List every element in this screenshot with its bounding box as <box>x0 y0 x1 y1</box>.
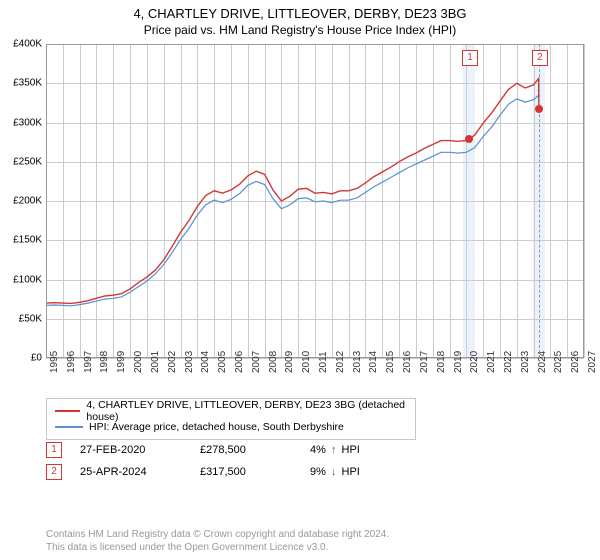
event-pct-value: 9% <box>310 466 326 478</box>
chart-x-tick-label: 2003 <box>184 351 195 373</box>
event-pct-value: 4% <box>310 444 326 456</box>
chart-x-tick-label: 2001 <box>150 351 161 373</box>
chart-x-tick-label: 2019 <box>453 351 464 373</box>
chart-y-tick-label: £100K <box>2 274 42 285</box>
chart-x-tick-label: 2006 <box>234 351 245 373</box>
chart-x-tick-label: 2022 <box>503 351 514 373</box>
chart-sale-point <box>465 135 473 143</box>
event-pct: 4% ↑ HPI <box>310 444 370 456</box>
chart-x-tick-label: 2009 <box>284 351 295 373</box>
chart-x-tick-label: 2008 <box>268 351 279 373</box>
event-price: £278,500 <box>200 444 310 456</box>
up-arrow-icon: ↑ <box>329 444 339 456</box>
chart-y-tick-label: £150K <box>2 235 42 246</box>
event-date: 25-APR-2024 <box>80 466 200 478</box>
event-date: 27-FEB-2020 <box>80 444 200 456</box>
chart-y-tick-label: £400K <box>2 39 42 50</box>
chart-x-tick-label: 2013 <box>352 351 363 373</box>
chart-sale-point <box>535 105 543 113</box>
chart-y-tick-label: £250K <box>2 156 42 167</box>
legend-label: HPI: Average price, detached house, Sout… <box>89 421 344 433</box>
chart-x-gridline <box>584 44 585 358</box>
chart-legend: 4, CHARTLEY DRIVE, LITTLEOVER, DERBY, DE… <box>46 398 416 440</box>
chart-y-tick-label: £0 <box>2 353 42 364</box>
legend-item: 4, CHARTLEY DRIVE, LITTLEOVER, DERBY, DE… <box>55 403 407 419</box>
legend-label: 4, CHARTLEY DRIVE, LITTLEOVER, DERBY, DE… <box>86 399 407 423</box>
chart-x-tick-label: 2012 <box>335 351 346 373</box>
event-tag: HPI <box>342 466 360 478</box>
chart-x-tick-label: 1995 <box>49 351 60 373</box>
chart-x-tick-label: 1997 <box>83 351 94 373</box>
chart-marker-box: 1 <box>462 50 478 66</box>
chart-title: 4, CHARTLEY DRIVE, LITTLEOVER, DERBY, DE… <box>0 6 600 21</box>
chart-x-tick-label: 2000 <box>133 351 144 373</box>
chart-x-tick-label: 2025 <box>553 351 564 373</box>
chart-x-tick-label: 2021 <box>486 351 497 373</box>
chart-x-tick-label: 1996 <box>66 351 77 373</box>
footer-line: Contains HM Land Registry data © Crown c… <box>46 529 389 542</box>
chart-marker-box: 2 <box>532 50 548 66</box>
legend-swatch-series1 <box>55 410 80 412</box>
event-marker-icon: 2 <box>46 464 62 480</box>
chart-x-tick-label: 2023 <box>520 351 531 373</box>
event-table: 1 27-FEB-2020 £278,500 4% ↑ HPI 2 25-APR… <box>46 442 370 486</box>
footer-attribution: Contains HM Land Registry data © Crown c… <box>46 529 389 554</box>
event-marker-icon: 1 <box>46 442 62 458</box>
chart-x-tick-label: 2017 <box>419 351 430 373</box>
chart-x-tick-label: 2010 <box>301 351 312 373</box>
chart-y-tick-label: £350K <box>2 78 42 89</box>
chart-y-tick-label: £300K <box>2 117 42 128</box>
chart-y-tick-label: £200K <box>2 196 42 207</box>
chart-x-tick-label: 2027 <box>587 351 598 373</box>
chart-x-tick-label: 2020 <box>469 351 480 373</box>
down-arrow-icon: ↓ <box>329 466 339 478</box>
chart-marker-line <box>539 44 540 358</box>
chart-x-tick-label: 2018 <box>436 351 447 373</box>
chart-x-tick-label: 2007 <box>251 351 262 373</box>
footer-line: This data is licensed under the Open Gov… <box>46 542 389 555</box>
chart-x-tick-label: 2026 <box>570 351 581 373</box>
event-pct: 9% ↓ HPI <box>310 466 370 478</box>
chart-border <box>46 44 584 358</box>
event-row: 2 25-APR-2024 £317,500 9% ↓ HPI <box>46 464 370 480</box>
event-tag: HPI <box>342 444 360 456</box>
event-row: 1 27-FEB-2020 £278,500 4% ↑ HPI <box>46 442 370 458</box>
chart-x-tick-label: 2016 <box>402 351 413 373</box>
chart-y-tick-label: £50K <box>2 313 42 324</box>
chart-x-tick-label: 2014 <box>368 351 379 373</box>
chart-subtitle: Price paid vs. HM Land Registry's House … <box>0 23 600 37</box>
chart-x-tick-label: 2005 <box>217 351 228 373</box>
chart-x-tick-label: 2002 <box>167 351 178 373</box>
chart-x-tick-label: 2011 <box>318 351 329 373</box>
chart-x-tick-label: 1998 <box>99 351 110 373</box>
chart-x-tick-label: 2004 <box>200 351 211 373</box>
event-price: £317,500 <box>200 466 310 478</box>
chart-plot-area: £0£50K£100K£150K£200K£250K£300K£350K£400… <box>46 44 584 358</box>
chart-x-tick-label: 1999 <box>116 351 127 373</box>
chart-x-tick-label: 2015 <box>385 351 396 373</box>
legend-swatch-series2 <box>55 426 83 428</box>
